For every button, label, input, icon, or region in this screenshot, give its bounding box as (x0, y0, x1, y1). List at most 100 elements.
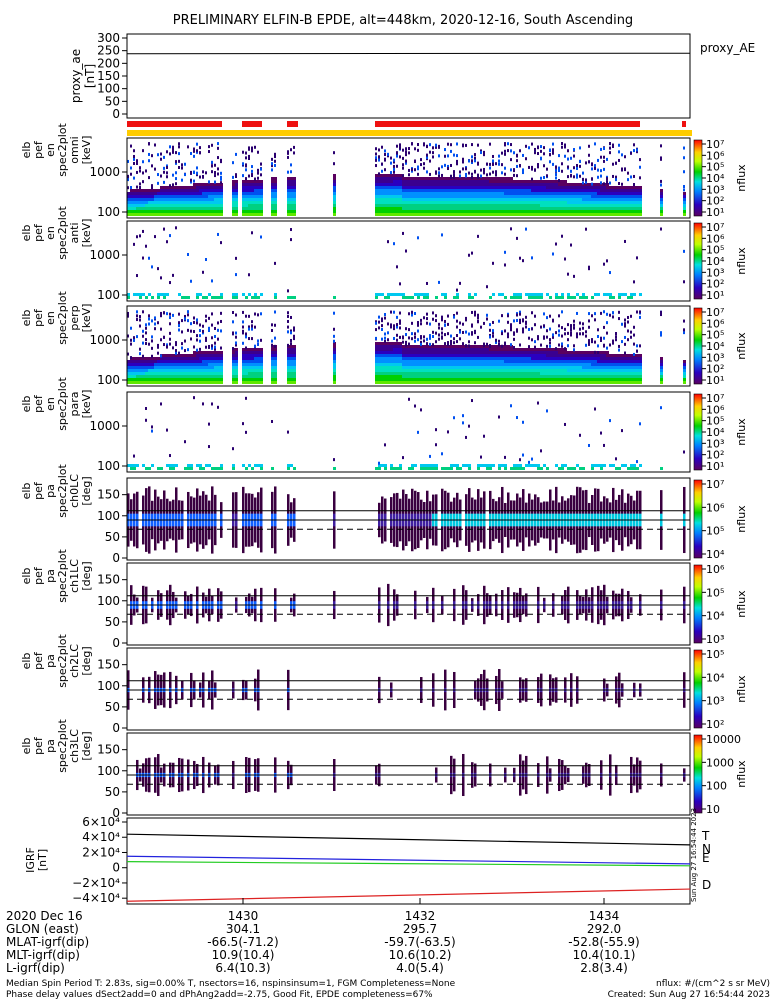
energy-cell (633, 360, 636, 363)
energy-cell (248, 180, 251, 183)
energy-cell (396, 177, 399, 180)
energy-cell (184, 198, 187, 201)
energy-cell (585, 189, 588, 192)
energy-speck (624, 324, 626, 328)
energy-cell (579, 186, 582, 189)
energy-cell (606, 192, 609, 195)
energy-cell (618, 369, 621, 372)
energy-cell (549, 375, 552, 378)
energy-cell (606, 201, 609, 204)
energy-cell (540, 381, 543, 384)
energy-cell (510, 192, 513, 195)
energy-speck (564, 145, 566, 149)
energy-cell (187, 369, 190, 372)
energy-cell (190, 204, 193, 207)
energy-cell (498, 357, 501, 360)
energy-speck (480, 168, 482, 172)
energy-cell (211, 369, 214, 372)
energy-cell (633, 198, 636, 201)
energy-cell (480, 201, 483, 204)
energy-cell (242, 195, 245, 198)
energy-speck (606, 331, 608, 335)
energy-speck (208, 150, 210, 154)
energy-cell (157, 207, 160, 210)
energy-cell (408, 357, 411, 360)
energy-cell (489, 201, 492, 204)
energy-cell (375, 183, 378, 186)
energy-speck (588, 325, 590, 329)
energy-speck (588, 153, 590, 157)
energy-ylabel: elbpefenspec2plotanti[keV] (20, 206, 93, 260)
energy-cell (257, 464, 260, 467)
energy-cell (588, 354, 591, 357)
energy-cell (612, 201, 615, 204)
energy-speck (166, 428, 168, 432)
energy-cell (519, 464, 522, 467)
energy-speck (429, 454, 431, 458)
energy-cell (477, 464, 480, 467)
energy-cell (480, 210, 483, 213)
energy-speck (151, 184, 153, 188)
energy-cell (630, 357, 633, 360)
energy-speck (271, 157, 273, 161)
energy-speck (564, 422, 566, 426)
energy-cell (507, 192, 510, 195)
energy-cell (381, 345, 384, 348)
energy-cell (214, 351, 217, 354)
energy-speck (390, 156, 392, 160)
energy-cell (636, 467, 639, 470)
energy-speck (420, 322, 422, 326)
energy-cell (618, 192, 621, 195)
energy-cell (211, 192, 214, 195)
energy-cell (175, 189, 178, 192)
energy-cell (214, 207, 217, 210)
energy-cell (612, 357, 615, 360)
energy-cell (333, 381, 336, 384)
energy-cell (513, 204, 516, 207)
energy-speck (205, 258, 207, 262)
energy-cell (402, 201, 405, 204)
energy-cell (414, 198, 417, 201)
energy-speck (597, 175, 599, 179)
energy-speck (552, 142, 554, 146)
energy-cell (254, 360, 257, 363)
energy-cell (504, 201, 507, 204)
energy-cell (196, 354, 199, 357)
energy-cell (504, 183, 507, 186)
energy-cell (567, 207, 570, 210)
energy-cell (287, 357, 290, 360)
energy-cell (441, 204, 444, 207)
energy-cell (199, 213, 202, 216)
energy-cell (423, 381, 426, 384)
energy-speck (139, 234, 141, 238)
energy-cell (220, 369, 223, 372)
energy-cell (683, 381, 686, 384)
energy-cell (474, 345, 477, 348)
energy-speck (555, 165, 557, 169)
energy-cell (414, 345, 417, 348)
energy-cell (483, 360, 486, 363)
energy-cell (208, 183, 211, 186)
energy-speck (612, 315, 614, 319)
energy-speck (468, 253, 470, 257)
energy-cell (220, 183, 223, 186)
energy-speck (444, 323, 446, 327)
energy-speck (579, 321, 581, 325)
energy-speck (552, 319, 554, 323)
energy-speck (211, 346, 213, 350)
energy-cell (187, 195, 190, 198)
energy-cell (564, 378, 567, 381)
energy-speck (199, 151, 201, 155)
energy-cell (525, 207, 528, 210)
energy-cell (151, 201, 154, 204)
energy-cell (459, 345, 462, 348)
energy-speck (175, 151, 177, 155)
energy-speck (202, 402, 204, 406)
energy-cell (432, 360, 435, 363)
energy-cell (519, 296, 522, 299)
energy-cell (172, 369, 175, 372)
energy-cell (519, 351, 522, 354)
energy-speck (546, 167, 548, 171)
energy-cell (567, 186, 570, 189)
energy-cell (193, 351, 196, 354)
